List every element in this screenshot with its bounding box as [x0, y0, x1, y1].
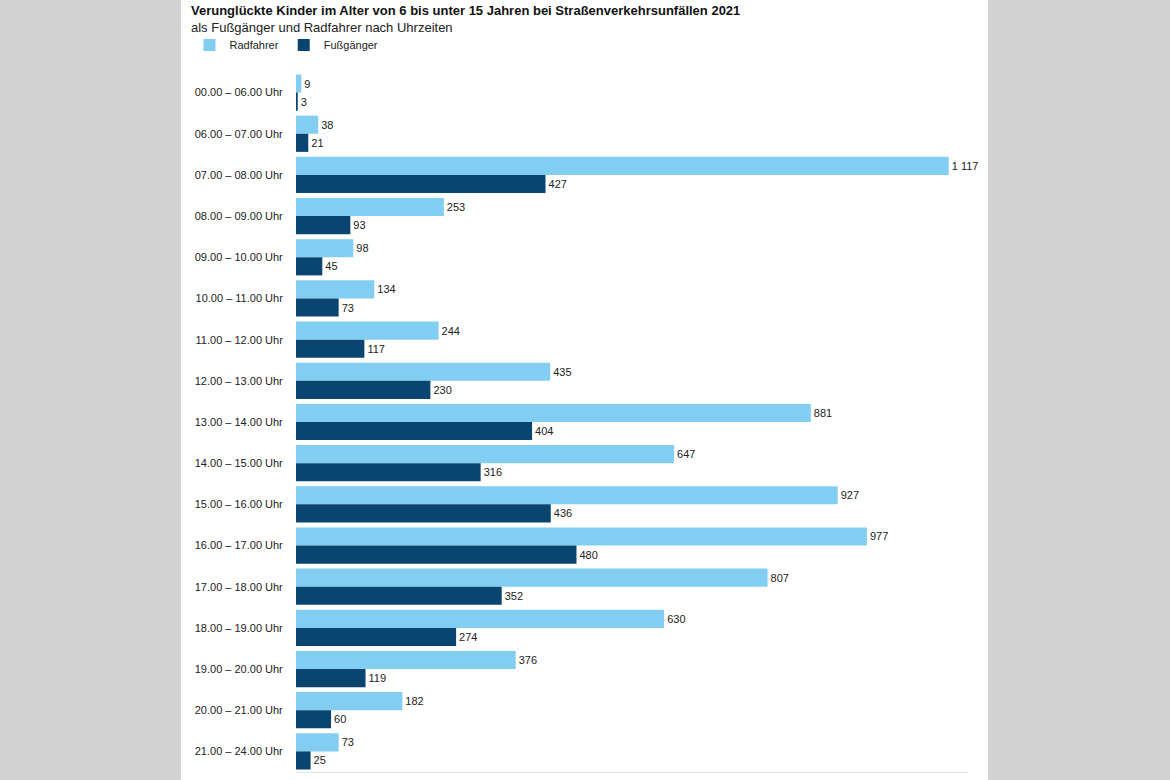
- svg-text:08.00 – 09.00 Uhr: 08.00 – 09.00 Uhr: [195, 210, 283, 222]
- svg-text:15.00 – 16.00 Uhr: 15.00 – 16.00 Uhr: [195, 498, 283, 510]
- svg-text:17.00 – 18.00 Uhr: 17.00 – 18.00 Uhr: [195, 581, 283, 593]
- svg-text:25: 25: [314, 754, 326, 766]
- svg-text:119: 119: [369, 672, 387, 684]
- svg-text:38: 38: [321, 119, 333, 131]
- svg-text:Verunglückte Kinder im Alter v: Verunglückte Kinder im Alter von 6 bis u…: [191, 3, 740, 18]
- svg-text:14.00 – 15.00 Uhr: 14.00 – 15.00 Uhr: [195, 457, 283, 469]
- svg-text:73: 73: [342, 302, 354, 314]
- svg-text:13.00 – 14.00 Uhr: 13.00 – 14.00 Uhr: [195, 416, 283, 428]
- svg-text:06.00 – 07.00 Uhr: 06.00 – 07.00 Uhr: [195, 128, 283, 140]
- svg-text:21: 21: [311, 137, 323, 149]
- svg-text:977: 977: [870, 530, 888, 542]
- svg-text:404: 404: [535, 425, 553, 437]
- svg-text:352: 352: [505, 590, 523, 602]
- svg-text:09.00 – 10.00 Uhr: 09.00 – 10.00 Uhr: [195, 251, 283, 263]
- svg-text:182: 182: [405, 695, 423, 707]
- svg-text:Radfahrer: Radfahrer: [229, 39, 278, 51]
- svg-text:134: 134: [377, 283, 395, 295]
- svg-text:244: 244: [442, 325, 460, 337]
- svg-text:927: 927: [841, 489, 859, 501]
- svg-text:316: 316: [484, 466, 502, 478]
- svg-text:11.00 – 12.00 Uhr: 11.00 – 12.00 Uhr: [196, 334, 284, 346]
- svg-text:9: 9: [304, 78, 310, 90]
- svg-text:807: 807: [771, 572, 789, 584]
- svg-text:98: 98: [356, 242, 368, 254]
- svg-text:16.00 – 17.00 Uhr: 16.00 – 17.00 Uhr: [195, 539, 283, 551]
- svg-text:435: 435: [553, 366, 571, 378]
- svg-text:10.00 – 11.00 Uhr: 10.00 – 11.00 Uhr: [196, 292, 284, 304]
- svg-text:881: 881: [814, 407, 832, 419]
- svg-text:274: 274: [459, 631, 477, 643]
- svg-text:230: 230: [433, 384, 451, 396]
- svg-text:60: 60: [334, 713, 346, 725]
- svg-text:630: 630: [667, 613, 685, 625]
- svg-text:12.00 – 13.00 Uhr: 12.00 – 13.00 Uhr: [195, 375, 283, 387]
- svg-text:647: 647: [677, 448, 695, 460]
- svg-text:45: 45: [325, 260, 337, 272]
- svg-text:00.00 – 06.00 Uhr: 00.00 – 06.00 Uhr: [195, 86, 283, 98]
- svg-text:93: 93: [353, 219, 365, 231]
- svg-text:436: 436: [554, 507, 572, 519]
- svg-text:427: 427: [549, 178, 567, 190]
- svg-text:21.00 – 24.00 Uhr: 21.00 – 24.00 Uhr: [195, 745, 283, 757]
- svg-text:Fußgänger: Fußgänger: [324, 39, 378, 51]
- svg-text:73: 73: [342, 736, 354, 748]
- svg-text:480: 480: [579, 549, 597, 561]
- svg-text:07.00 – 08.00 Uhr: 07.00 – 08.00 Uhr: [195, 169, 283, 181]
- svg-text:3: 3: [301, 96, 307, 108]
- svg-text:253: 253: [447, 201, 465, 213]
- svg-text:19.00 – 20.00 Uhr: 19.00 – 20.00 Uhr: [195, 663, 283, 675]
- svg-text:1 117: 1 117: [952, 160, 979, 172]
- svg-text:117: 117: [367, 343, 385, 355]
- svg-text:18.00 – 19.00 Uhr: 18.00 – 19.00 Uhr: [195, 622, 283, 634]
- svg-text:als Fußgänger und Radfahrer na: als Fußgänger und Radfahrer nach Uhrzeit…: [191, 20, 453, 35]
- svg-text:376: 376: [519, 654, 537, 666]
- svg-text:20.00 – 21.00 Uhr: 20.00 – 21.00 Uhr: [195, 704, 283, 716]
